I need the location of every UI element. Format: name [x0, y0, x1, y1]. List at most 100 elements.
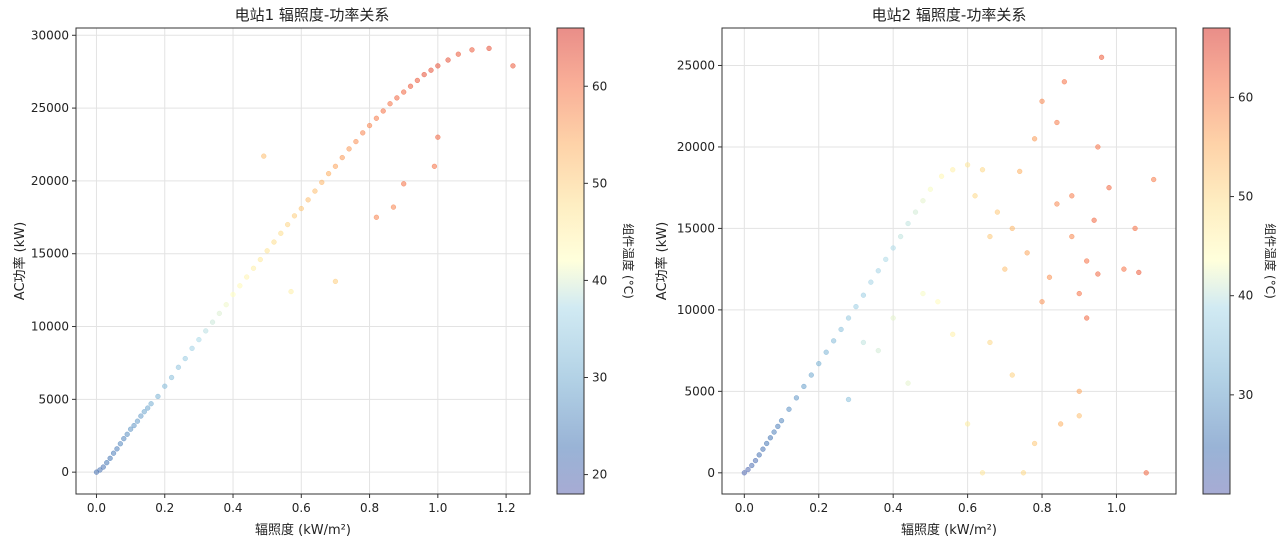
scatter-point: [305, 197, 311, 203]
scatter-point: [756, 452, 762, 458]
scatter-point: [114, 446, 120, 452]
chart-1-y-axis-label: AC功率 (kW): [12, 222, 28, 300]
chart-2-y-ticks: 0 5000 10000 15000 20000 25000: [677, 58, 722, 480]
scatter-point: [401, 181, 407, 187]
scatter-point: [138, 413, 144, 419]
scatter-point: [261, 153, 267, 159]
scatter-point: [875, 347, 881, 354]
scatter-point: [127, 426, 134, 432]
y-tick-label: 5000: [38, 392, 69, 406]
chart-1-grid: [76, 28, 530, 494]
scatter-point: [845, 315, 852, 321]
scatter-point: [1091, 217, 1097, 223]
scatter-point: [264, 248, 270, 254]
x-tick-label: 0.2: [155, 501, 174, 515]
scatter-point: [1098, 54, 1105, 60]
y-tick-label: 25000: [677, 58, 715, 72]
scatter-point: [148, 401, 154, 407]
chart-2-x-ticks: 0.0 0.2 0.4 0.6 0.8 1.0: [735, 494, 1126, 515]
scatter-point: [278, 230, 284, 236]
scatter-point: [741, 470, 747, 476]
scatter-point: [250, 265, 257, 271]
scatter-point: [298, 205, 304, 212]
scatter-point: [1002, 266, 1008, 272]
scatter-point: [1121, 266, 1127, 272]
y-tick-label: 20000: [677, 140, 715, 154]
scatter-point: [1031, 136, 1038, 142]
scatter-point: [838, 326, 844, 333]
scatter-point: [938, 173, 945, 179]
y-tick-label: 15000: [31, 247, 69, 261]
scatter-point: [897, 233, 904, 240]
chart-1-y-ticks: 0 5000 10000 15000 20000 25000 30000: [31, 28, 76, 479]
scatter-point: [469, 47, 475, 53]
chart-1-x-ticks: 0.0 0.2 0.4 0.6 0.8 1.0 1.2: [87, 494, 516, 515]
scatter-point: [332, 163, 339, 169]
scatter-point: [134, 418, 141, 424]
scatter-point: [883, 256, 889, 263]
scatter-point: [107, 455, 113, 461]
scatter-point: [284, 221, 291, 228]
scatter-point: [1054, 201, 1060, 207]
scatter-point: [771, 429, 777, 435]
scatter-point: [1039, 98, 1045, 104]
scatter-point: [801, 383, 807, 390]
scatter-point: [1054, 119, 1060, 126]
scatter-point: [1084, 258, 1090, 264]
x-tick-label: 0.0: [735, 501, 754, 515]
scatter-point: [860, 292, 867, 298]
scatter-point: [390, 204, 397, 210]
scatter-point: [1095, 271, 1101, 277]
scatter-point: [816, 361, 822, 367]
scatter-point: [987, 233, 993, 240]
scatter-point: [749, 462, 755, 469]
scatter-point: [1106, 185, 1112, 191]
scatter-point: [155, 393, 161, 400]
scatter-point: [131, 422, 137, 429]
scatter-point: [994, 209, 1001, 215]
chart-2-plot-frame: [721, 27, 1177, 495]
scatter-point: [1017, 168, 1023, 175]
scatter-point: [808, 372, 814, 378]
y-tick-label: 10000: [31, 320, 69, 334]
scatter-point: [175, 364, 182, 370]
scatter-point: [760, 446, 766, 452]
scatter-point: [216, 310, 223, 317]
scatter-point: [1009, 225, 1015, 232]
scatter-point: [110, 450, 117, 456]
scatter-point: [1069, 233, 1075, 240]
scatter-point: [104, 460, 110, 466]
scatter-point: [868, 279, 874, 285]
scatter-point: [373, 214, 380, 220]
scatter-point: [421, 71, 427, 78]
scatter-point: [935, 299, 941, 305]
scatter-point: [346, 146, 352, 152]
y-tick-label: 20000: [31, 174, 69, 188]
chart-1-colorbar-label: 组件温度 (°C): [621, 223, 636, 299]
scatter-point: [830, 338, 837, 344]
chart-2-x-axis-label: 辐照度 (kW/m²): [901, 522, 997, 538]
scatter-point: [987, 339, 993, 346]
scatter-point: [964, 421, 971, 427]
scatter-point: [121, 436, 127, 442]
x-tick-label: 0.6: [958, 501, 977, 515]
colorbar-tick-label: 60: [1238, 90, 1253, 104]
scatter-point: [244, 274, 250, 280]
x-tick-label: 1.2: [497, 501, 516, 515]
scatter-point: [117, 441, 124, 447]
chart-1-colorbar-ticks: 20 30 40 50 60: [584, 79, 607, 482]
scatter-point: [905, 220, 911, 227]
colorbar-tick-label: 60: [592, 79, 607, 93]
y-tick-label: 15000: [677, 221, 715, 235]
scatter-point: [964, 162, 971, 168]
scatter-point: [414, 77, 421, 84]
chart-1-plot-frame: [75, 27, 531, 495]
scatter-point: [312, 188, 318, 194]
scatter-point: [145, 405, 151, 411]
scatter-point: [1084, 315, 1090, 321]
scatter-point: [380, 108, 386, 114]
scatter-point: [435, 63, 441, 69]
scatter-point: [455, 51, 461, 57]
scatter-point: [853, 303, 859, 310]
y-tick-label: 30000: [31, 28, 69, 42]
